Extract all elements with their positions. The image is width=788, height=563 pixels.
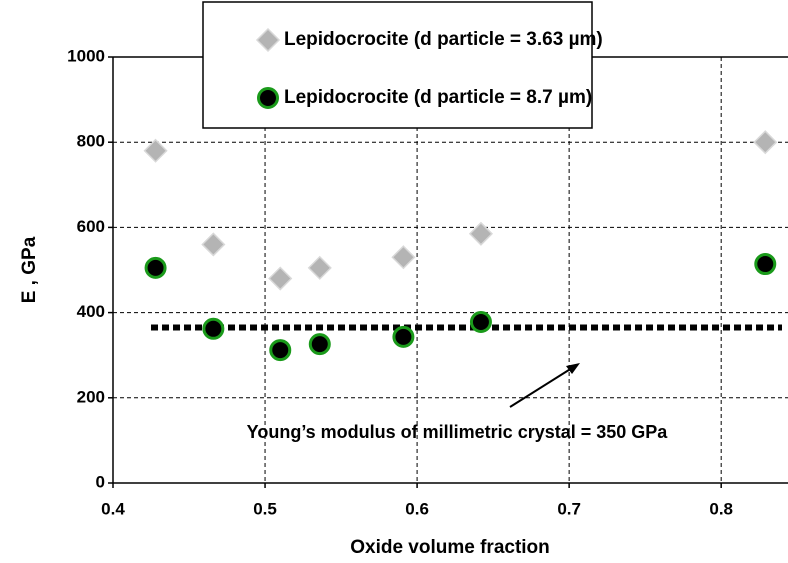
point <box>754 253 777 276</box>
point <box>468 221 494 246</box>
point <box>201 232 226 257</box>
annotation: Young’s modulus of millimetric crystal =… <box>247 422 669 442</box>
y-tick-label: 0 <box>96 472 105 491</box>
legend-label: Lepidocrocite (d particle = 8.7 µm) <box>284 87 592 108</box>
y-tick-label: 800 <box>77 132 105 151</box>
point <box>469 310 492 333</box>
legend-marker <box>255 27 281 53</box>
point <box>308 333 331 356</box>
x-tick-label: 0.4 <box>101 499 125 518</box>
point <box>307 255 332 280</box>
x-tick-label: 0.8 <box>709 499 733 518</box>
y-axis-label: E , GPa <box>19 236 40 303</box>
arrow-shaft <box>509 367 573 408</box>
legend-marker <box>257 87 279 109</box>
x-tick-label: 0.5 <box>253 499 277 518</box>
legend-label: Lepidocrocite (d particle = 3.63 µm) <box>284 29 603 50</box>
point <box>753 130 778 155</box>
point <box>202 317 225 340</box>
point <box>144 256 167 279</box>
y-tick-label: 200 <box>77 387 105 406</box>
x-axis-label: Oxide volume fraction <box>350 537 550 558</box>
point <box>143 138 168 163</box>
y-tick-label: 1000 <box>67 46 105 65</box>
point <box>391 245 416 270</box>
y-tick-label: 600 <box>77 217 105 236</box>
arrow-head <box>566 363 580 374</box>
point <box>392 325 415 348</box>
legend-box <box>202 1 593 129</box>
y-tick-label: 400 <box>77 302 105 321</box>
x-tick-label: 0.7 <box>557 499 581 518</box>
point <box>269 339 292 362</box>
x-tick-label: 0.6 <box>405 499 429 518</box>
point <box>268 266 293 291</box>
